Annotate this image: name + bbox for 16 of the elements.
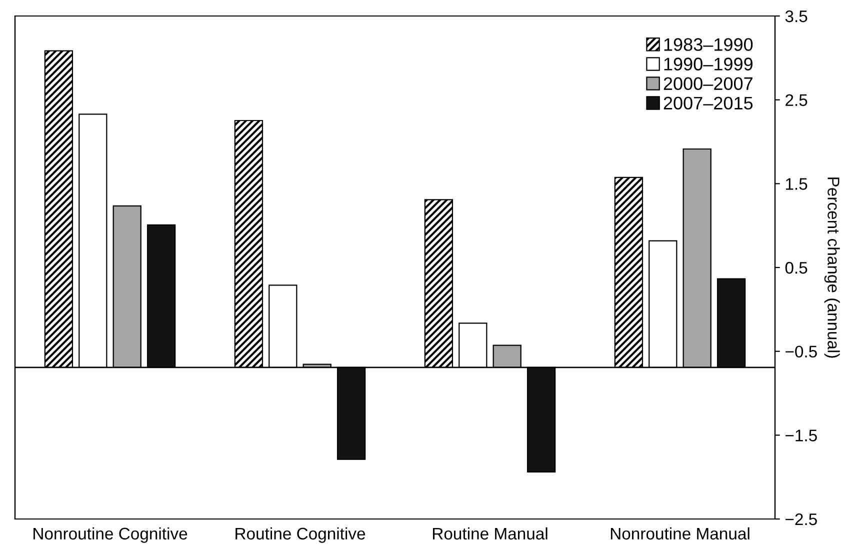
y2-tick-label: 0.5: [785, 262, 808, 274]
x-tick-label: Routine Cognitive: [236, 527, 366, 543]
x-tick-label: Routine Manual: [433, 527, 548, 540]
legend-label: 1990–1999: [664, 58, 752, 70]
x-tick-label: Nonroutine Manual: [610, 527, 750, 540]
y2-tick-label: 1.5: [786, 178, 808, 190]
y2-tick-label: 2.5: [786, 94, 808, 106]
x-tick-label: Nonroutine Cognitive: [34, 527, 188, 543]
y2-tick-label: −1.5: [786, 430, 817, 442]
y2-tick-label: −0.5: [786, 346, 817, 358]
legend-label: 2007–2015: [664, 96, 753, 110]
legend-label: 2000–2007: [664, 77, 752, 90]
y2-axis-title: Percent change (annual): [824, 178, 840, 358]
y2-tick-label: 3.5: [785, 10, 808, 22]
legend-label: 1983–1990: [664, 38, 753, 51]
y2-tick-label: −2.5: [786, 513, 817, 526]
